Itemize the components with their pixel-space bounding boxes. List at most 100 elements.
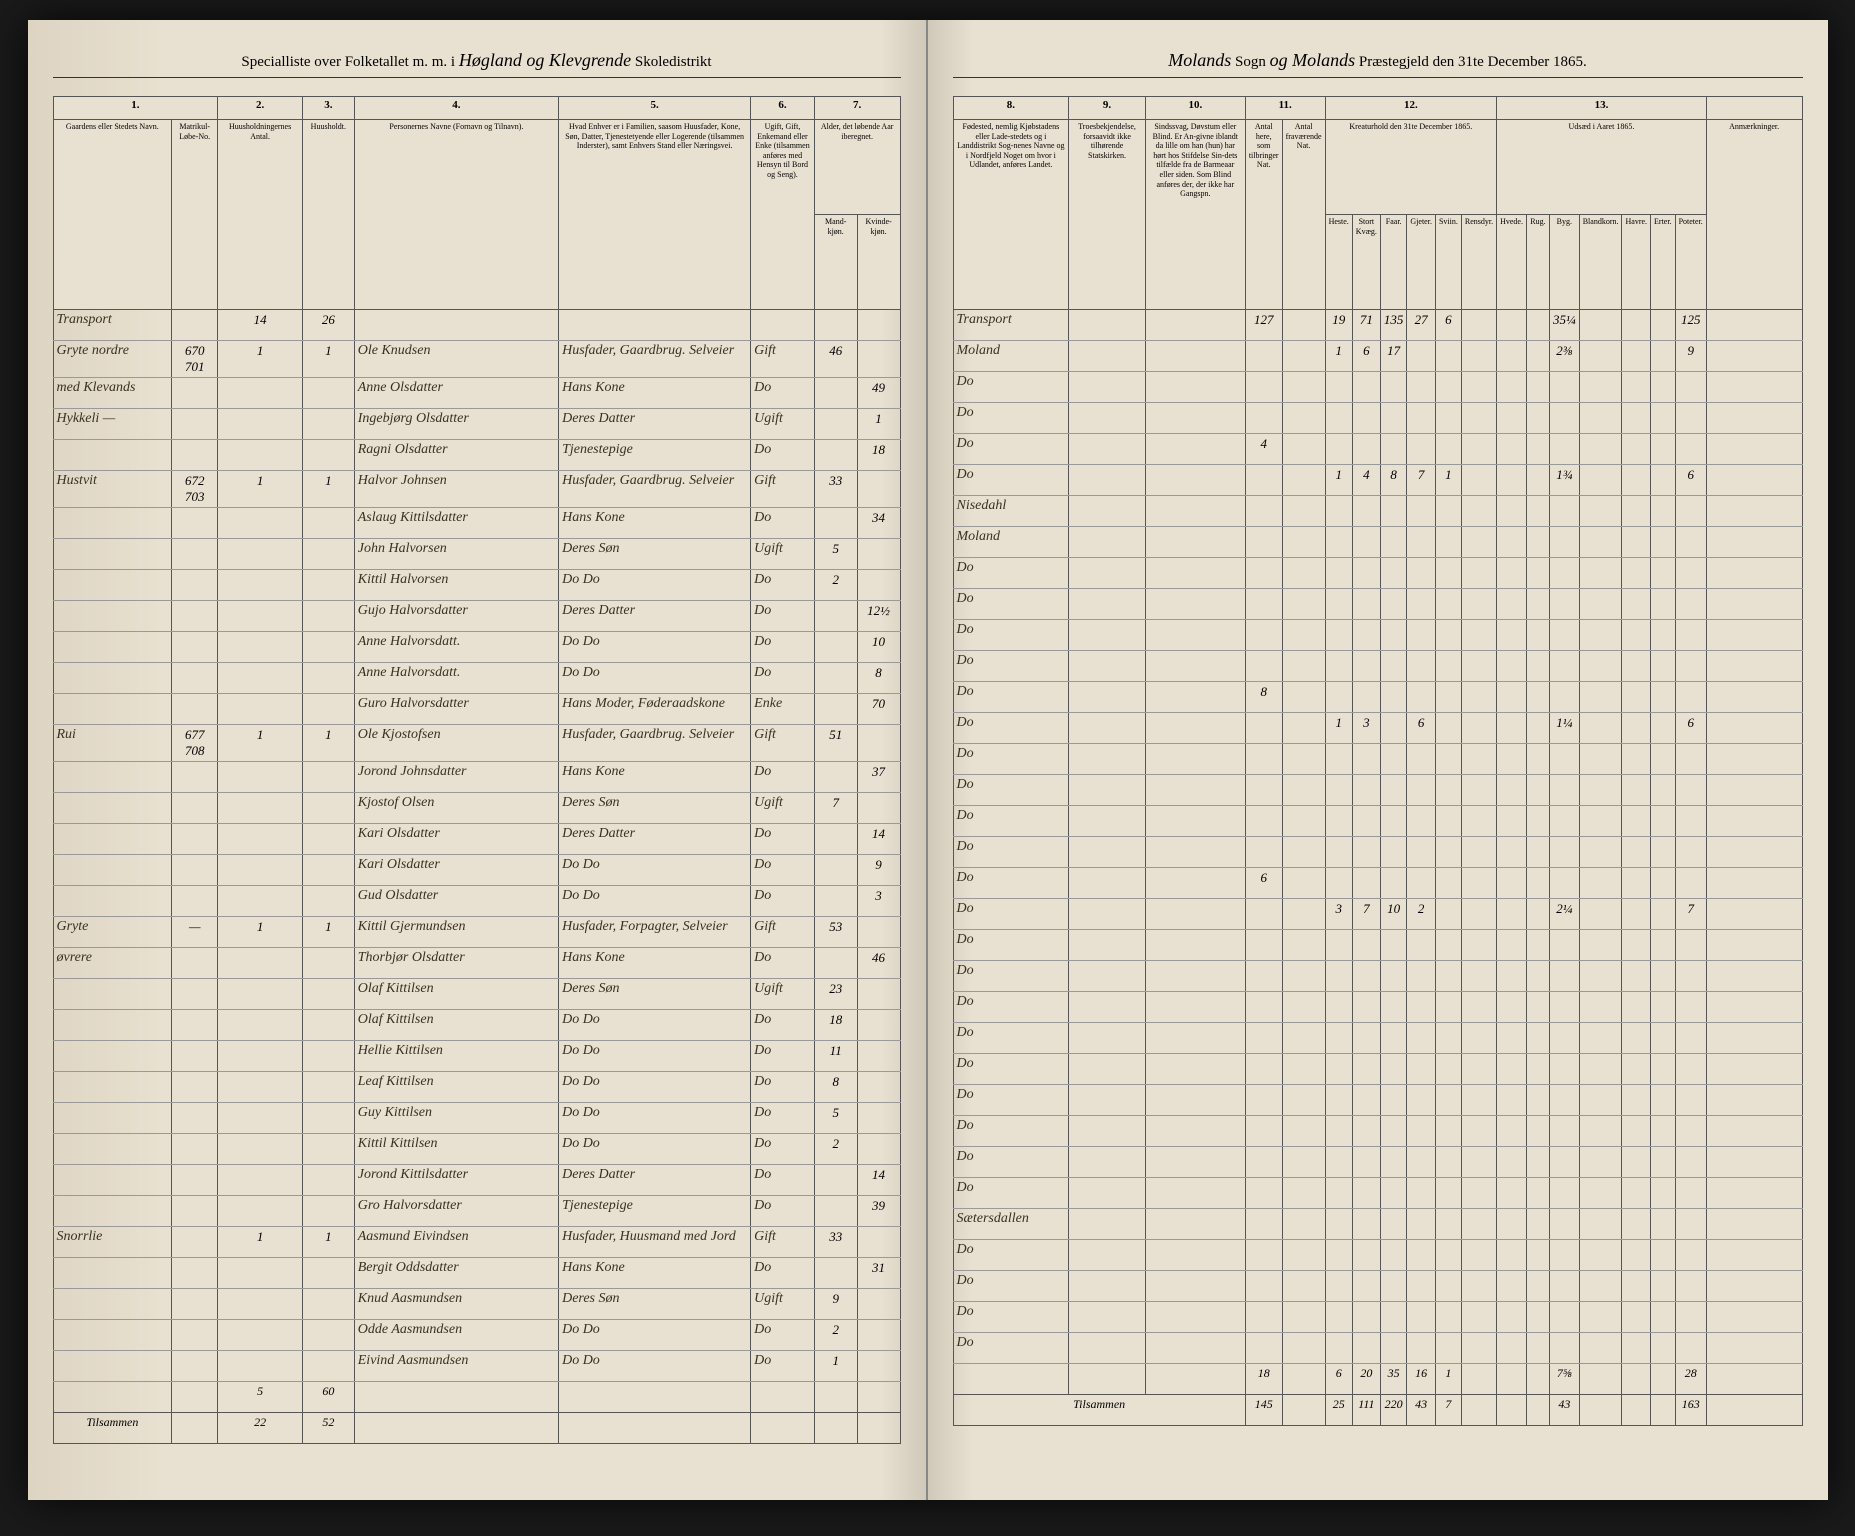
cell-troes (1069, 1209, 1146, 1240)
cell-status: Gift (751, 1227, 815, 1258)
cell-c12c: 17 (1380, 341, 1407, 372)
cell-c13f (1651, 682, 1676, 713)
cell-m (814, 824, 857, 855)
cell-c12c: 8 (1380, 465, 1407, 496)
cell-c13d (1579, 992, 1622, 1023)
table-row: Do8 (953, 682, 1802, 713)
ch-12c: Faar. (1380, 215, 1407, 310)
cell-c11a (1245, 806, 1282, 837)
cell-c13f (1651, 930, 1676, 961)
cell-hh: 1 (218, 917, 303, 948)
cell-troes (1069, 713, 1146, 744)
cell-c11a (1245, 620, 1282, 651)
cell-c12e (1435, 1054, 1461, 1085)
colhead-sind: Sindssvag, Døvstum eller Blind. Er An-gi… (1145, 120, 1245, 310)
cell-fode: Moland (953, 341, 1069, 372)
cell-c11a (1245, 837, 1282, 868)
cell-troes (1069, 961, 1146, 992)
cell-c13g: 6 (1675, 465, 1706, 496)
cell-hh (218, 762, 303, 793)
cell-c13f (1651, 775, 1676, 806)
cell-c11a (1245, 496, 1282, 527)
cell-c13a (1497, 403, 1527, 434)
cell-anm (1706, 1240, 1802, 1271)
cell-c12a (1325, 589, 1352, 620)
cell-c13d (1579, 527, 1622, 558)
table-row: Rui677 70811Ole KjostofsenHusfader, Gaar… (53, 725, 900, 762)
cell-c13a (1497, 1116, 1527, 1147)
cell-c13b (1526, 806, 1549, 837)
cell-c13g (1675, 837, 1706, 868)
left-page: Specialliste over Folketallet m. m. i Hø… (28, 20, 928, 1500)
cell-c13d (1579, 403, 1622, 434)
cell-fode: Do (953, 620, 1069, 651)
footer-label-left: Tilsammen (53, 1413, 172, 1444)
cell-hh (218, 539, 303, 570)
cell-c12e (1435, 868, 1461, 899)
cell-c13d (1579, 837, 1622, 868)
cell-k: 18 (857, 440, 900, 471)
cell-c13e (1622, 899, 1651, 930)
cell-m: 2 (814, 570, 857, 601)
table-row: John HalvorsenDeres SønUgift5 (53, 539, 900, 570)
cell-c12c (1380, 868, 1407, 899)
cell-hn (302, 663, 354, 694)
cell-hh (218, 1196, 303, 1227)
cell-c12d (1407, 341, 1436, 372)
cell-c13b (1526, 1147, 1549, 1178)
table-row: Do (953, 403, 1802, 434)
cell-c11b (1282, 837, 1325, 868)
cell-hh (218, 1072, 303, 1103)
cell-hh (218, 1165, 303, 1196)
colhead-hn: Huusholdt. (302, 120, 354, 310)
cell-c13b (1526, 1209, 1549, 1240)
cell-c12a (1325, 1116, 1352, 1147)
cell-stilling: Deres Datter (559, 601, 751, 632)
cell-c13g: 7 (1675, 899, 1706, 930)
colhead-12: Kreaturhold den 31te December 1865. (1325, 120, 1497, 215)
cell-c11a (1245, 589, 1282, 620)
cell-c12e (1435, 403, 1461, 434)
cell-c12e (1435, 589, 1461, 620)
colhead-11b: Antal fraværende Nat. (1282, 120, 1325, 310)
cell-k: 37 (857, 762, 900, 793)
cell-sind (1145, 1333, 1245, 1364)
cell-c12f (1461, 868, 1496, 899)
cell-anm (1706, 1209, 1802, 1240)
cell-c13c (1549, 1054, 1579, 1085)
cell-hn (302, 1196, 354, 1227)
cell-hn: 1 (302, 725, 354, 762)
cell-c13b (1526, 868, 1549, 899)
cell-hh (218, 1103, 303, 1134)
cell-hn (302, 1351, 354, 1382)
cell-k (857, 341, 900, 378)
cell-c13a (1497, 558, 1527, 589)
cell-sind (1145, 1116, 1245, 1147)
cell-c12f (1461, 992, 1496, 1023)
cell-c12e (1435, 341, 1461, 372)
cell-m (814, 855, 857, 886)
table-row: Moland (953, 527, 1802, 558)
cell-name: Guy Kittilsen (354, 1103, 558, 1134)
cell-c13e (1622, 713, 1651, 744)
cell-c13a (1497, 1147, 1527, 1178)
cell-c13f (1651, 434, 1676, 465)
cell-c12a (1325, 1209, 1352, 1240)
table-row: Leaf KittilsenDo DoDo8 (53, 1072, 900, 1103)
cell-c12a (1325, 620, 1352, 651)
cell-name: Leaf Kittilsen (354, 1072, 558, 1103)
table-row: Eivind AasmundsenDo DoDo1 (53, 1351, 900, 1382)
cell-c12a (1325, 1085, 1352, 1116)
cell-stilling: Do Do (559, 1103, 751, 1134)
cell-c11b (1282, 1302, 1325, 1333)
cell-c13b (1526, 1271, 1549, 1302)
cell-c13d (1579, 961, 1622, 992)
cell-c12b (1352, 682, 1380, 713)
cell-c12d (1407, 1147, 1436, 1178)
cell-c11a (1245, 992, 1282, 1023)
cell-c11b (1282, 930, 1325, 961)
cell-troes (1069, 837, 1146, 868)
cell-c12b (1352, 1116, 1380, 1147)
cell-c12a: 3 (1325, 899, 1352, 930)
colhead-fode: Fødested, nemlig Kjøbstadens eller Lade-… (953, 120, 1069, 310)
